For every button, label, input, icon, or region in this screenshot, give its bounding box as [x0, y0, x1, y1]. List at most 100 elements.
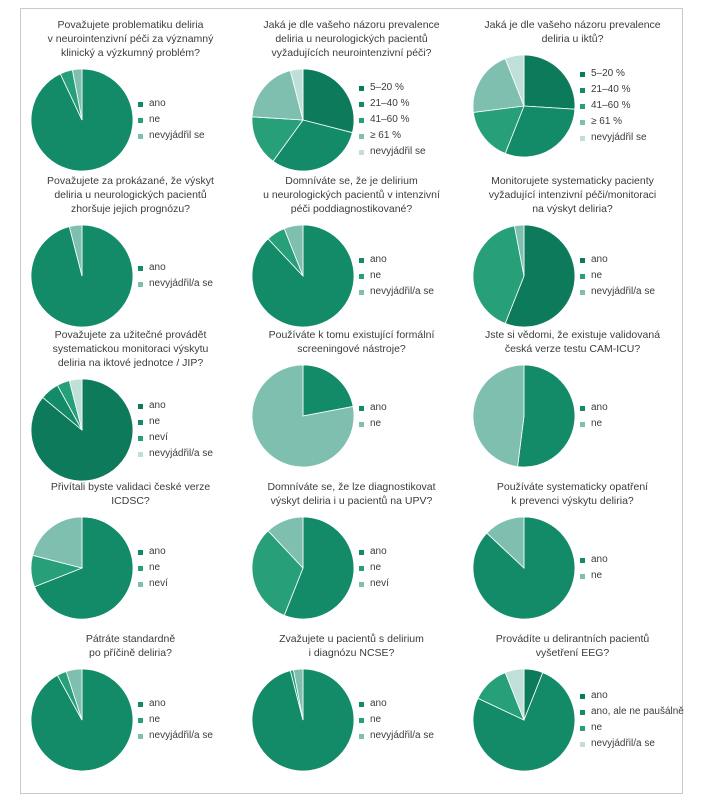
pie-slice	[302, 68, 355, 134]
legend-item: ano	[138, 696, 213, 712]
legend-item: ne	[138, 560, 168, 576]
legend-swatch	[359, 581, 364, 587]
legend-label: ne	[370, 714, 382, 725]
legend-swatch	[138, 101, 143, 107]
legend-label: nevyjádřil se	[149, 130, 205, 141]
legend-swatch	[138, 133, 143, 139]
chart-title: Domníváte se, že je delirium u neurologic…	[263, 175, 440, 215]
chart-title: Jste si vědomi, že existuje validovaná če…	[484, 329, 661, 355]
pie-slice	[71, 68, 83, 121]
legend-swatch	[138, 451, 143, 457]
legend-item: ano, ale ne paušálně	[580, 704, 684, 720]
legend-swatch	[580, 135, 585, 141]
legend-label: ne	[591, 722, 603, 733]
chart-panel-14: Zvažujete u pacientů s delirium i diagnóz…	[241, 630, 462, 787]
legend-item: nevyjádřil/a se	[580, 736, 684, 752]
legend-swatch	[580, 573, 585, 579]
legend-swatch	[138, 281, 143, 287]
chart-panel-5: Domníváte se, že je delirium u neurologic…	[241, 172, 462, 329]
pie-slice	[504, 105, 576, 158]
chart-title: Domníváte se, že lze diagnostikovat výsky…	[267, 481, 436, 507]
pie-slice	[32, 516, 83, 569]
legend-item: ≥ 61 %	[359, 128, 426, 144]
legend-label: ano	[591, 254, 608, 265]
legend-swatch	[580, 741, 585, 747]
legend-label: neví	[149, 578, 168, 589]
pie-chart	[472, 516, 576, 620]
legend-item: ne	[580, 568, 608, 584]
legend-swatch	[359, 273, 364, 279]
pie-slice	[292, 668, 304, 721]
chart-legend: ano ne nevyjádřil/a se	[359, 252, 434, 300]
legend-item: ne	[580, 720, 684, 736]
legend-swatch	[359, 405, 364, 411]
legend-label: ne	[149, 714, 161, 725]
legend-swatch	[359, 85, 364, 91]
chart-title: Považujete za prokázané, že výskyt deliri…	[47, 175, 214, 215]
legend-item: nevyjádřil se	[580, 130, 647, 146]
pie-slice	[472, 672, 576, 772]
legend-item: ano	[138, 96, 205, 112]
legend-item: nevyjádřil/a se	[138, 446, 213, 462]
legend-swatch	[580, 421, 585, 427]
legend-label: neví	[370, 578, 389, 589]
legend-swatch	[580, 557, 585, 563]
legend-swatch	[580, 87, 585, 93]
chart-title: Považujete problematiku deliria v neuroin…	[47, 19, 214, 59]
legend-label: 41–60 %	[370, 114, 410, 125]
legend-label: nevyjádřil/a se	[149, 278, 213, 289]
pie-slice	[289, 68, 304, 121]
legend-label: ne	[591, 570, 603, 581]
legend-label: ne	[591, 270, 603, 281]
pie-slice	[504, 224, 576, 328]
pie-chart	[251, 224, 355, 328]
chart-legend: ano ne nevyjádřil se	[138, 96, 205, 144]
legend-label: nevyjádřil se	[370, 146, 426, 157]
pie-slice	[272, 119, 353, 172]
legend-item: 21–40 %	[359, 96, 426, 112]
legend-item: ano	[138, 398, 213, 414]
chart-panel-10: Přivítali byste validaci české verze ICDS…	[20, 478, 241, 635]
pie-slice	[504, 54, 525, 107]
legend-label: ano	[591, 554, 608, 565]
legend-label: ano	[149, 546, 166, 557]
chart-title: Pátráte standardně po příčině deliria?	[85, 633, 176, 659]
legend-swatch	[359, 133, 364, 139]
legend-label: ano	[591, 690, 608, 701]
chart-panel-1: Považujete problematiku deliria v neuroin…	[20, 16, 241, 173]
pie-chart	[251, 364, 355, 468]
legend-swatch	[359, 565, 364, 571]
legend-item: 5–20 %	[580, 66, 647, 82]
pie-slice	[302, 364, 354, 417]
chart-title: Jaká je dle vašeho názoru prevalence deli…	[263, 19, 440, 59]
legend-item: ne	[138, 712, 213, 728]
legend-item: ano	[359, 696, 434, 712]
legend-swatch	[138, 403, 143, 409]
chart-legend: ano ne neví	[138, 544, 168, 592]
figure-frame	[20, 8, 683, 794]
legend-swatch	[138, 733, 143, 739]
legend-swatch	[359, 701, 364, 707]
legend-swatch	[359, 149, 364, 155]
legend-label: ≥ 61 %	[370, 130, 402, 141]
legend-item: ano	[580, 552, 608, 568]
legend-swatch	[359, 289, 364, 295]
legend-label: ano	[149, 98, 166, 109]
chart-panel-2: Jaká je dle vašeho názoru prevalence deli…	[241, 16, 462, 173]
legend-item: neví	[138, 576, 168, 592]
pie-slice	[68, 224, 83, 277]
legend-item: ne	[580, 416, 608, 432]
legend-item: ano	[359, 400, 387, 416]
legend-swatch	[138, 419, 143, 425]
legend-item: ne	[359, 712, 434, 728]
legend-label: ano	[149, 262, 166, 273]
chart-legend: ano ne neví	[359, 544, 389, 592]
legend-item: neví	[359, 576, 389, 592]
legend-label: ne	[149, 562, 161, 573]
pie-slice	[283, 224, 304, 277]
legend-item: 41–60 %	[580, 98, 647, 114]
legend-swatch	[138, 581, 143, 587]
legend-swatch	[580, 103, 585, 109]
pie-slice	[267, 516, 304, 570]
chart-panel-4: Považujete za prokázané, že výskyt deliri…	[20, 172, 241, 329]
